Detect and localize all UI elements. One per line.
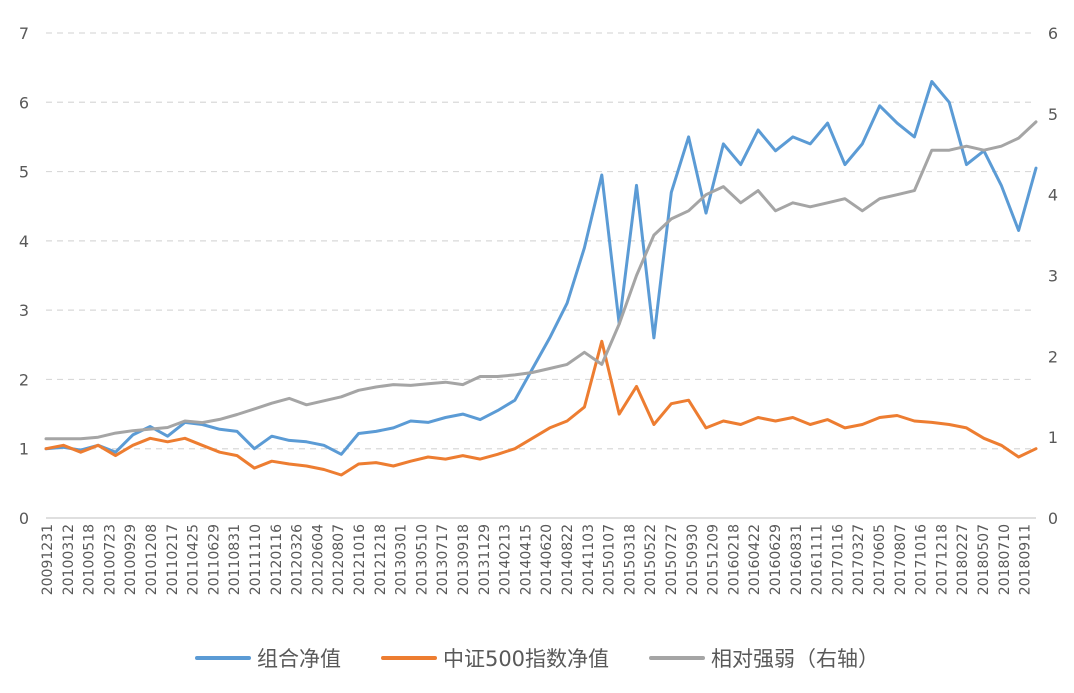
y-tick-label: 6 [19,93,29,112]
legend-swatch-blue [194,656,251,660]
x-tick-label: 20100723 [102,524,118,595]
x-tick-label: 20100518 [82,524,98,595]
x-tick-label: 20160218 [726,524,742,595]
x-tick-label: 20120116 [269,524,285,595]
x-tick-label: 20180710 [997,524,1013,595]
x-tick-label: 20170807 [893,524,909,595]
y-tick-label: 1 [19,440,29,459]
legend-label: 相对强弱（右轴） [711,647,880,671]
legend-label: 中证500指数净值 [442,647,610,671]
y2-tick-label: 5 [1048,105,1058,124]
chart-legend: 组合净值 中证500指数净值 相对强弱（右轴） [0,643,1074,673]
x-tick-label: 20151209 [706,524,722,595]
y2-tick-label: 0 [1048,509,1058,528]
x-tick-label: 20120604 [310,524,326,595]
x-tick-label: 20141103 [581,524,597,595]
x-tick-label: 20130510 [414,524,430,595]
line-chart: 0 1 2 3 4 5 6 7 0 1 2 3 4 5 6 20091231 20100312 2010051… [19,24,1058,595]
y2-tick-label: 2 [1048,347,1058,366]
x-tick-label: 20121016 [352,524,368,595]
x-tick-label: 20170116 [830,524,846,595]
series-line-portfolio-nav [44,80,1038,456]
x-tick-label: 20160831 [789,524,805,595]
x-tick-label: 20160422 [747,524,763,595]
x-tick-label: 20121218 [373,524,389,595]
x-tick-label: 20110831 [227,524,243,595]
x-tick-label: 20160629 [768,524,784,595]
series-lines [44,80,1038,477]
x-tick-label: 20180911 [1018,524,1034,595]
x-axis: 20091231 20100312 20100518 20100723 20100929… [40,524,1034,595]
x-tick-label: 20111110 [248,524,264,595]
x-tick-label: 20171016 [914,524,930,595]
x-tick-label: 20140213 [498,524,514,595]
legend-item-csi500-nav: 中证500指数净值 [380,643,610,673]
x-tick-label: 20130717 [435,524,451,595]
x-tick-label: 20180507 [976,524,992,595]
x-tick-label: 20180227 [955,524,971,595]
series-line-relative-strength [44,120,1038,441]
x-tick-label: 20150107 [602,524,618,595]
legend-label: 组合净值 [256,647,341,671]
y-tick-label: 2 [19,370,29,389]
right-y-axis: 0 1 2 3 4 5 6 [1048,24,1058,528]
x-tick-label: 20130918 [456,524,472,595]
x-tick-label: 20110629 [206,524,222,595]
x-tick-label: 20120807 [331,524,347,595]
y-tick-label: 4 [19,232,29,251]
x-tick-label: 20150522 [643,524,659,595]
x-tick-label: 20091231 [40,524,56,595]
y-tick-label: 7 [19,24,29,43]
y-tick-label: 0 [19,509,29,528]
x-tick-label: 20140822 [560,524,576,595]
x-tick-label: 20140415 [518,524,534,595]
legend-swatch-gray [649,656,706,660]
x-tick-label: 20170327 [851,524,867,595]
x-tick-label: 20101208 [144,524,160,595]
y-tick-label: 5 [19,163,29,182]
x-tick-label: 20150930 [685,524,701,595]
x-tick-label: 20100929 [123,524,139,595]
legend-item-relative-strength: 相对强弱（右轴） [649,643,879,673]
x-tick-label: 20110217 [165,524,181,595]
y2-tick-label: 6 [1048,24,1058,43]
x-tick-label: 20120326 [290,524,306,595]
x-tick-label: 20171218 [934,524,950,595]
legend-swatch-orange [380,656,437,660]
x-tick-label: 20161111 [810,524,826,595]
gridlines [46,32,1036,519]
x-tick-label: 20150318 [622,524,638,595]
y2-tick-label: 3 [1048,267,1058,286]
y2-tick-label: 4 [1048,186,1058,205]
series-line-csi500-nav [44,339,1038,477]
x-tick-label: 20170605 [872,524,888,595]
left-y-axis: 0 1 2 3 4 5 6 7 [19,24,29,528]
x-tick-label: 20150727 [664,524,680,595]
x-tick-label: 20140620 [539,524,555,595]
y-tick-label: 3 [19,301,29,320]
legend-item-portfolio-nav: 组合净值 [194,643,341,673]
x-tick-label: 20100312 [61,524,77,595]
y2-tick-label: 1 [1048,428,1058,447]
x-tick-label: 20110425 [186,524,202,595]
x-tick-label: 20131129 [477,524,493,595]
x-tick-label: 20130301 [394,524,410,595]
